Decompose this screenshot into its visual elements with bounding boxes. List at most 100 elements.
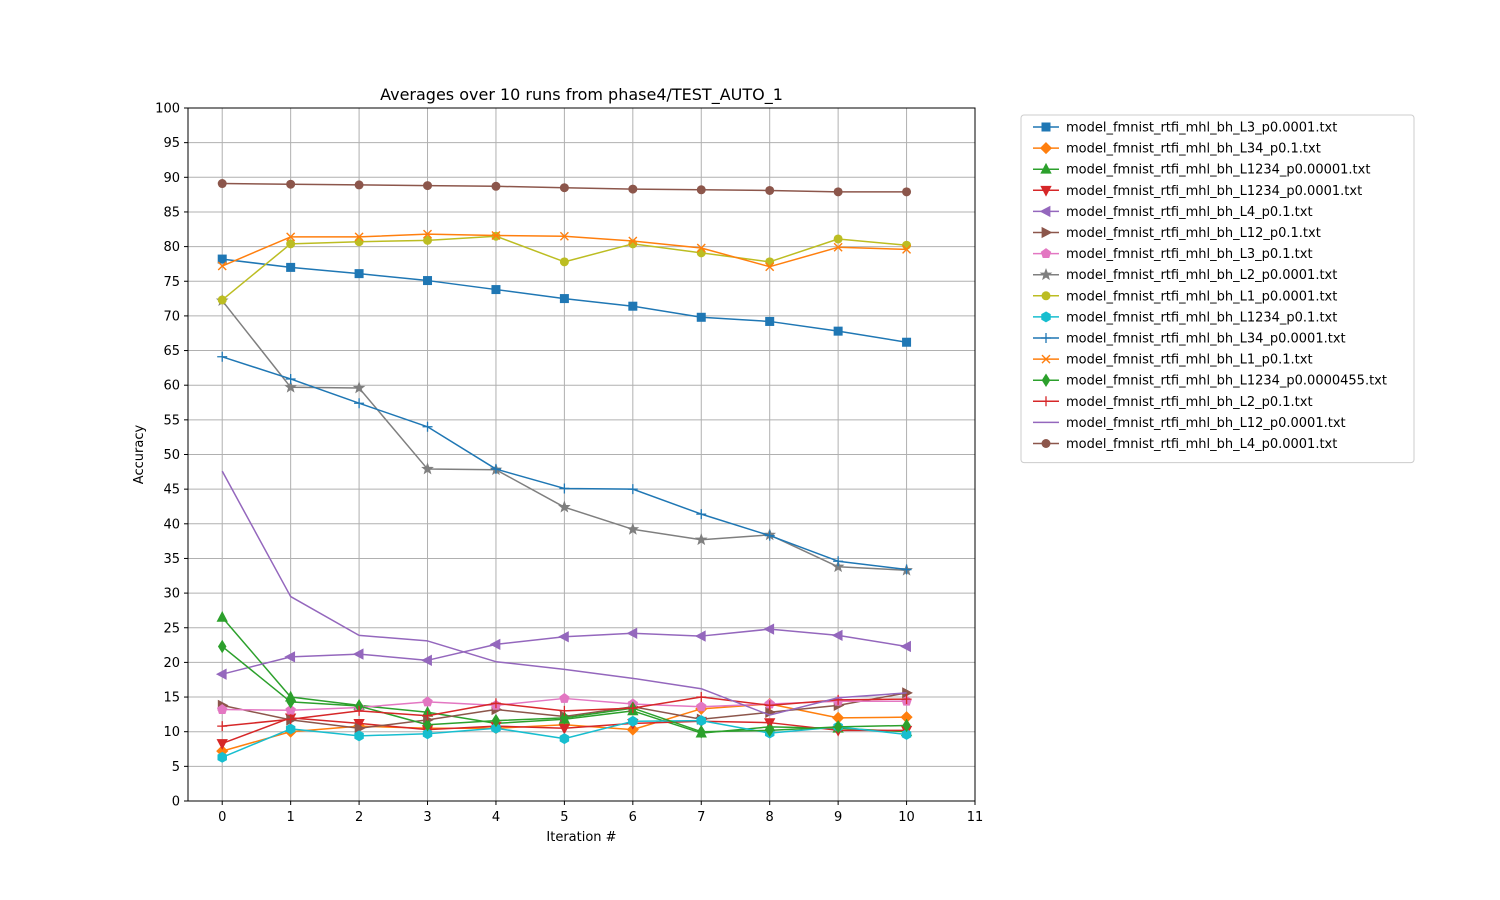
chart-title: Averages over 10 runs from phase4/TEST_A… <box>380 85 783 105</box>
data-point <box>558 500 571 513</box>
legend-label: model_fmnist_rtfi_mhl_bh_L34_p0.0001.txt <box>1066 332 1346 347</box>
data-point <box>626 522 640 535</box>
x-tick-label: 0 <box>218 810 226 825</box>
data-point <box>696 185 706 195</box>
data-point <box>423 229 433 239</box>
y-tick-label: 10 <box>163 725 180 740</box>
legend-item: model_fmnist_rtfi_mhl_bh_L3_p0.1.txt <box>1033 247 1313 262</box>
data-point <box>560 711 569 725</box>
data-point <box>217 261 227 271</box>
data-point <box>354 269 364 279</box>
data-point <box>628 184 638 194</box>
data-point <box>354 398 365 409</box>
data-point <box>764 530 775 541</box>
legend-label: model_fmnist_rtfi_mhl_bh_L1234_p0.0001.t… <box>1066 184 1362 199</box>
legend-marker <box>1041 354 1051 364</box>
data-point <box>627 484 638 495</box>
legend-label: model_fmnist_rtfi_mhl_bh_L2_p0.0001.txt <box>1066 268 1337 283</box>
legend-marker <box>1041 373 1051 387</box>
y-tick-label: 85 <box>163 205 180 220</box>
legend-marker <box>1041 291 1051 301</box>
data-point <box>833 326 843 336</box>
x-axis-label: Iteration # <box>546 830 616 845</box>
data-point <box>354 722 366 734</box>
legend-marker <box>1041 122 1051 132</box>
legend-label: model_fmnist_rtfi_mhl_bh_L3_p0.1.txt <box>1066 247 1313 262</box>
legend-label: model_fmnist_rtfi_mhl_bh_L34_p0.1.txt <box>1066 142 1321 157</box>
data-point <box>490 698 501 709</box>
legend-item: model_fmnist_rtfi_mhl_bh_L1234_p0.000045… <box>1033 373 1387 389</box>
legend-label: model_fmnist_rtfi_mhl_bh_L4_p0.1.txt <box>1066 205 1313 220</box>
legend-label: model_fmnist_rtfi_mhl_bh_L1234_p0.1.txt <box>1066 310 1337 325</box>
data-point <box>559 183 569 193</box>
data-point <box>901 729 912 740</box>
legend-label: model_fmnist_rtfi_mhl_bh_L1_p0.1.txt <box>1066 353 1313 368</box>
x-tick-label: 6 <box>629 810 637 825</box>
data-point <box>831 629 843 642</box>
data-point <box>833 234 843 244</box>
data-point <box>763 623 775 635</box>
data-point <box>833 242 843 252</box>
series-0 <box>217 254 912 347</box>
series-13 <box>217 692 912 732</box>
y-tick-label: 15 <box>163 691 180 706</box>
legend-item: model_fmnist_rtfi_mhl_bh_L34_p0.0001.txt <box>1033 332 1346 347</box>
data-point <box>627 703 638 714</box>
data-point <box>423 181 433 191</box>
legend-marker <box>1041 333 1051 343</box>
data-point <box>423 718 432 732</box>
legend-item: model_fmnist_rtfi_mhl_bh_L2_p0.0001.txt <box>1033 268 1337 283</box>
data-point <box>833 694 844 705</box>
legend: model_fmnist_rtfi_mhl_bh_L3_p0.0001.txtm… <box>1020 114 1415 464</box>
x-tick-label: 1 <box>287 810 295 825</box>
data-point <box>628 715 638 727</box>
legend-item: model_fmnist_rtfi_mhl_bh_L12_p0.0001.txt <box>1033 416 1346 431</box>
data-point <box>354 232 364 242</box>
data-point <box>216 610 228 622</box>
x-tick-label: 4 <box>492 810 500 825</box>
data-point <box>286 232 296 242</box>
data-point <box>286 179 296 189</box>
data-point <box>284 380 297 393</box>
legend-label: model_fmnist_rtfi_mhl_bh_L3_p0.0001.txt <box>1066 121 1337 136</box>
data-point <box>559 483 570 494</box>
data-point <box>217 751 227 763</box>
x-tick-label: 2 <box>355 810 363 825</box>
y-axis: 0 5 10 15 20 25 30 35 40 45 50 55 60 65 70 75 80 85 90 95 10… <box>155 102 188 810</box>
legend-label: model_fmnist_rtfi_mhl_bh_L1_p0.0001.txt <box>1066 289 1337 304</box>
data-point <box>216 704 228 714</box>
data-point <box>217 351 228 362</box>
data-point <box>559 733 570 745</box>
data-point <box>901 694 912 705</box>
y-tick-label: 35 <box>163 552 180 567</box>
legend-box <box>1020 114 1415 464</box>
legend-marker <box>1041 396 1051 407</box>
y-tick-label: 75 <box>163 275 180 290</box>
y-tick-label: 50 <box>163 448 180 463</box>
data-point <box>900 640 911 653</box>
legend-marker <box>1041 439 1051 448</box>
data-point <box>354 180 364 190</box>
data-point <box>696 715 706 727</box>
data-point <box>696 312 706 322</box>
data-point <box>491 713 501 728</box>
legend-marker <box>1040 185 1052 197</box>
data-point <box>902 718 911 733</box>
series-15 <box>217 179 912 197</box>
data-point <box>216 739 228 750</box>
legend-item: model_fmnist_rtfi_mhl_bh_L2_p0.1.txt <box>1033 395 1313 410</box>
legend-item: model_fmnist_rtfi_mhl_bh_L4_p0.1.txt <box>1033 205 1313 220</box>
data-point <box>217 254 227 264</box>
y-tick-label: 95 <box>163 136 180 151</box>
x-tick-label: 11 <box>967 810 984 825</box>
y-tick-label: 60 <box>163 379 180 394</box>
data-point <box>765 723 774 738</box>
legend-item: model_fmnist_rtfi_mhl_bh_L1_p0.1.txt <box>1033 353 1313 368</box>
legend-label: model_fmnist_rtfi_mhl_bh_L4_p0.0001.txt <box>1066 437 1337 452</box>
series-line <box>221 470 907 716</box>
data-point <box>491 231 501 241</box>
legend-item: model_fmnist_rtfi_mhl_bh_L12_p0.1.txt <box>1033 226 1321 241</box>
data-point <box>696 248 706 258</box>
data-point <box>765 185 775 195</box>
